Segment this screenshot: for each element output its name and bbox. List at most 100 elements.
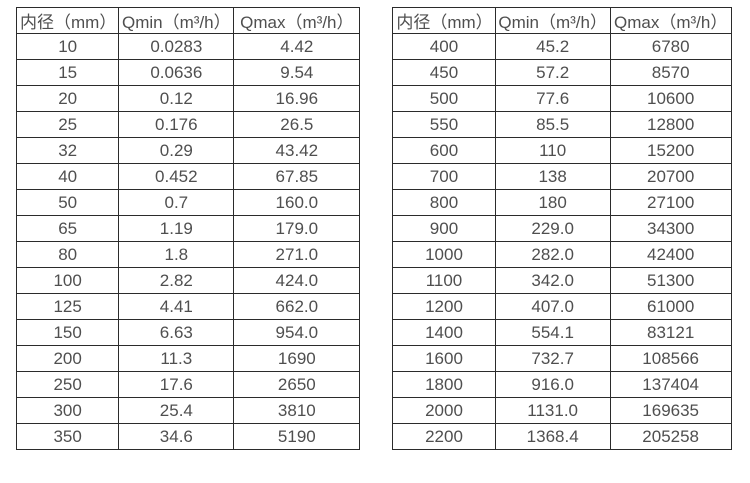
cell: 17.6 xyxy=(118,371,235,398)
table-row: 250 17.6 2650 xyxy=(15,371,361,398)
cell: 1800 xyxy=(392,371,496,398)
table-body: 400 45.2 6780 450 57.2 8570 500 77.6 10600 550 85.… xyxy=(392,33,732,450)
cell: 137404 xyxy=(609,371,732,398)
cell: 0.176 xyxy=(118,111,235,138)
cell: 42400 xyxy=(609,241,732,268)
cell: 110 xyxy=(494,137,611,164)
cell: 20700 xyxy=(609,163,732,190)
table-row: 1100 342.0 51300 xyxy=(392,267,732,294)
cell: 500 xyxy=(392,85,496,112)
table-row: 400 45.2 6780 xyxy=(392,33,732,60)
cell: 80 xyxy=(15,241,120,268)
cell: 8570 xyxy=(609,59,732,86)
flow-spec-page: 内径（mm） Qmin（m³/h） Qmax（m³/h） 10 0.0283 4.4… xyxy=(15,7,732,450)
cell: 5190 xyxy=(233,423,361,450)
table-row: 32 0.29 43.42 xyxy=(15,137,361,164)
table-row: 20 0.12 16.96 xyxy=(15,85,361,112)
cell: 400 xyxy=(392,33,496,60)
cell: 900 xyxy=(392,215,496,242)
cell: 342.0 xyxy=(494,267,611,294)
col-header-qmin: Qmin（m³/h） xyxy=(494,7,611,34)
table-row: 15 0.0636 9.54 xyxy=(15,59,361,86)
table-row: 200 11.3 1690 xyxy=(15,345,361,372)
table-row: 80 1.8 271.0 xyxy=(15,241,361,268)
cell: 407.0 xyxy=(494,293,611,320)
cell: 150 xyxy=(15,319,120,346)
cell: 20 xyxy=(15,85,120,112)
col-header-inner-diameter: 内径（mm） xyxy=(15,7,120,34)
cell: 0.12 xyxy=(118,85,235,112)
header-row: 内径（mm） Qmin（m³/h） Qmax（m³/h） xyxy=(15,7,361,34)
cell: 2000 xyxy=(392,397,496,424)
cell: 12800 xyxy=(609,111,732,138)
cell: 0.0283 xyxy=(118,33,235,60)
flow-spec-table-large-diameters: 内径（mm） Qmin（m³/h） Qmax（m³/h） 400 45.2 6780… xyxy=(392,7,732,450)
cell: 179.0 xyxy=(233,215,361,242)
table-row: 300 25.4 3810 xyxy=(15,397,361,424)
cell: 100 xyxy=(15,267,120,294)
cell: 1000 xyxy=(392,241,496,268)
table-row: 1400 554.1 83121 xyxy=(392,319,732,346)
cell: 169635 xyxy=(609,397,732,424)
table-row: 350 34.6 5190 xyxy=(15,423,361,450)
table-row: 125 4.41 662.0 xyxy=(15,293,361,320)
cell: 229.0 xyxy=(494,215,611,242)
cell: 57.2 xyxy=(494,59,611,86)
table-row: 1800 916.0 137404 xyxy=(392,371,732,398)
cell: 1100 xyxy=(392,267,496,294)
cell: 282.0 xyxy=(494,241,611,268)
cell: 732.7 xyxy=(494,345,611,372)
header-row: 内径（mm） Qmin（m³/h） Qmax（m³/h） xyxy=(392,7,732,34)
cell: 16.96 xyxy=(233,85,361,112)
table-row: 150 6.63 954.0 xyxy=(15,319,361,346)
table-row: 40 0.452 67.85 xyxy=(15,163,361,190)
cell: 1131.0 xyxy=(494,397,611,424)
cell: 10600 xyxy=(609,85,732,112)
cell: 205258 xyxy=(609,423,732,450)
table-row: 2200 1368.4 205258 xyxy=(392,423,732,450)
cell: 550 xyxy=(392,111,496,138)
cell: 108566 xyxy=(609,345,732,372)
col-header-qmin: Qmin（m³/h） xyxy=(118,7,235,34)
cell: 1400 xyxy=(392,319,496,346)
cell: 32 xyxy=(15,137,120,164)
cell: 1690 xyxy=(233,345,361,372)
flow-spec-table-small-diameters: 内径（mm） Qmin（m³/h） Qmax（m³/h） 10 0.0283 4.4… xyxy=(15,7,361,450)
cell: 0.29 xyxy=(118,137,235,164)
cell: 27100 xyxy=(609,189,732,216)
cell: 271.0 xyxy=(233,241,361,268)
cell: 1600 xyxy=(392,345,496,372)
cell: 15200 xyxy=(609,137,732,164)
cell: 61000 xyxy=(609,293,732,320)
cell: 43.42 xyxy=(233,137,361,164)
cell: 25.4 xyxy=(118,397,235,424)
cell: 51300 xyxy=(609,267,732,294)
cell: 700 xyxy=(392,163,496,190)
cell: 350 xyxy=(15,423,120,450)
cell: 424.0 xyxy=(233,267,361,294)
col-header-qmax: Qmax（m³/h） xyxy=(233,7,361,34)
cell: 180 xyxy=(494,189,611,216)
cell: 25 xyxy=(15,111,120,138)
cell: 34.6 xyxy=(118,423,235,450)
cell: 1200 xyxy=(392,293,496,320)
cell: 65 xyxy=(15,215,120,242)
cell: 4.41 xyxy=(118,293,235,320)
cell: 125 xyxy=(15,293,120,320)
table-row: 25 0.176 26.5 xyxy=(15,111,361,138)
table-header: 内径（mm） Qmin（m³/h） Qmax（m³/h） xyxy=(392,7,732,34)
col-header-inner-diameter: 内径（mm） xyxy=(392,7,496,34)
cell: 40 xyxy=(15,163,120,190)
cell: 1.19 xyxy=(118,215,235,242)
table-row: 1200 407.0 61000 xyxy=(392,293,732,320)
cell: 1368.4 xyxy=(494,423,611,450)
cell: 85.5 xyxy=(494,111,611,138)
cell: 15 xyxy=(15,59,120,86)
cell: 250 xyxy=(15,371,120,398)
cell: 450 xyxy=(392,59,496,86)
cell: 6.63 xyxy=(118,319,235,346)
cell: 9.54 xyxy=(233,59,361,86)
cell: 2.82 xyxy=(118,267,235,294)
cell: 2200 xyxy=(392,423,496,450)
table-row: 700 138 20700 xyxy=(392,163,732,190)
